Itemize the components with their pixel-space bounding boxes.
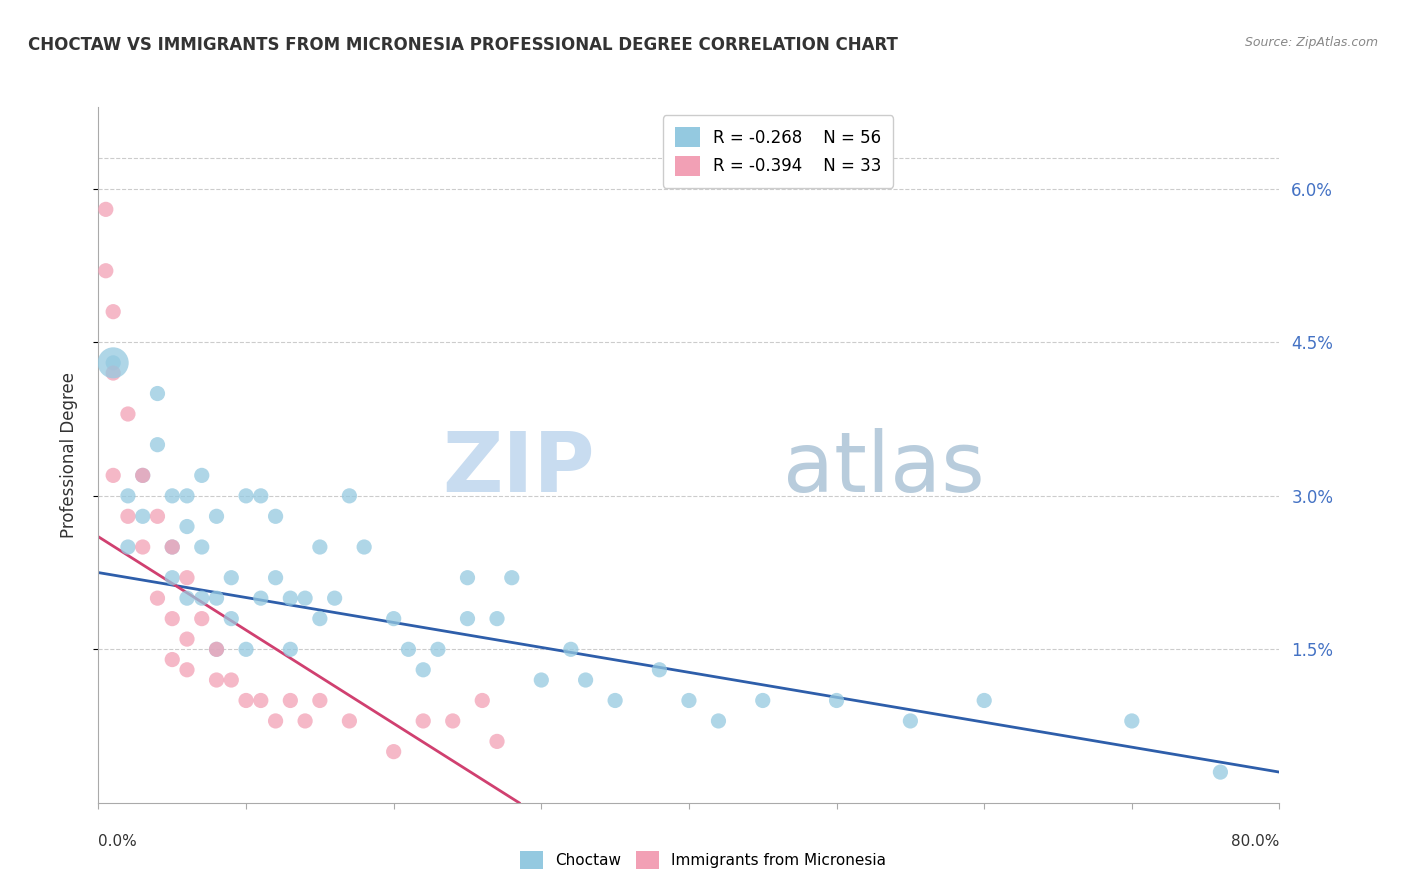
- Point: [264, 509, 287, 524]
- Point: [117, 489, 139, 503]
- Point: [191, 468, 214, 483]
- Point: [132, 509, 155, 524]
- Point: [205, 642, 228, 657]
- Point: [94, 202, 117, 217]
- Legend: Choctaw, Immigrants from Micronesia: Choctaw, Immigrants from Micronesia: [513, 845, 893, 875]
- Point: [176, 489, 198, 503]
- Point: [146, 386, 169, 401]
- Point: [278, 693, 302, 707]
- Point: [382, 612, 405, 626]
- Point: [132, 468, 155, 483]
- Point: [678, 693, 700, 707]
- Point: [648, 663, 671, 677]
- Point: [205, 673, 228, 687]
- Text: ZIP: ZIP: [441, 428, 595, 509]
- Point: [412, 663, 434, 677]
- Point: [605, 693, 627, 707]
- Point: [250, 693, 273, 707]
- Point: [973, 693, 995, 707]
- Point: [103, 356, 125, 370]
- Text: atlas: atlas: [783, 428, 986, 509]
- Point: [205, 509, 228, 524]
- Point: [900, 714, 922, 728]
- Point: [146, 591, 169, 606]
- Point: [219, 571, 242, 585]
- Point: [103, 468, 125, 483]
- Point: [117, 540, 139, 554]
- Point: [235, 693, 257, 707]
- Point: [176, 591, 198, 606]
- Point: [219, 673, 242, 687]
- Point: [353, 540, 375, 554]
- Point: [751, 693, 773, 707]
- Point: [162, 652, 183, 666]
- Point: [219, 612, 242, 626]
- Point: [501, 571, 523, 585]
- Point: [132, 468, 155, 483]
- Point: [250, 489, 273, 503]
- Point: [117, 509, 139, 524]
- Point: [1121, 714, 1143, 728]
- Point: [176, 519, 198, 533]
- Point: [530, 673, 553, 687]
- Point: [250, 591, 273, 606]
- Point: [323, 591, 346, 606]
- Point: [205, 642, 228, 657]
- Text: 0.0%: 0.0%: [98, 834, 138, 849]
- Point: [162, 612, 183, 626]
- Point: [486, 734, 509, 748]
- Point: [191, 540, 214, 554]
- Point: [309, 693, 332, 707]
- Point: [103, 356, 125, 370]
- Point: [339, 714, 360, 728]
- Point: [117, 407, 139, 421]
- Point: [707, 714, 730, 728]
- Point: [235, 489, 257, 503]
- Point: [103, 366, 125, 380]
- Point: [205, 591, 228, 606]
- Point: [176, 632, 198, 646]
- Point: [294, 591, 316, 606]
- Point: [94, 264, 117, 278]
- Point: [176, 571, 198, 585]
- Point: [264, 714, 287, 728]
- Point: [574, 673, 596, 687]
- Point: [191, 612, 214, 626]
- Point: [427, 642, 450, 657]
- Point: [162, 489, 183, 503]
- Point: [264, 571, 287, 585]
- Point: [456, 571, 478, 585]
- Point: [339, 489, 360, 503]
- Point: [176, 663, 198, 677]
- Point: [103, 304, 125, 318]
- Point: [412, 714, 434, 728]
- Point: [191, 591, 214, 606]
- Point: [235, 642, 257, 657]
- Point: [396, 642, 419, 657]
- Point: [162, 571, 183, 585]
- Point: [309, 612, 332, 626]
- Point: [382, 745, 405, 759]
- Point: [825, 693, 848, 707]
- Point: [132, 540, 155, 554]
- Point: [486, 612, 509, 626]
- Point: [278, 642, 302, 657]
- Point: [294, 714, 316, 728]
- Text: CHOCTAW VS IMMIGRANTS FROM MICRONESIA PROFESSIONAL DEGREE CORRELATION CHART: CHOCTAW VS IMMIGRANTS FROM MICRONESIA PR…: [28, 36, 898, 54]
- Legend: R = -0.268    N = 56, R = -0.394    N = 33: R = -0.268 N = 56, R = -0.394 N = 33: [664, 115, 893, 187]
- Point: [162, 540, 183, 554]
- Point: [309, 540, 332, 554]
- Point: [162, 540, 183, 554]
- Point: [146, 438, 169, 452]
- Point: [441, 714, 464, 728]
- Point: [1209, 765, 1232, 780]
- Point: [278, 591, 302, 606]
- Point: [456, 612, 478, 626]
- Point: [560, 642, 582, 657]
- Y-axis label: Professional Degree: Professional Degree: [59, 372, 77, 538]
- Text: 80.0%: 80.0%: [1232, 834, 1279, 849]
- Point: [146, 509, 169, 524]
- Text: Source: ZipAtlas.com: Source: ZipAtlas.com: [1244, 36, 1378, 49]
- Point: [471, 693, 494, 707]
